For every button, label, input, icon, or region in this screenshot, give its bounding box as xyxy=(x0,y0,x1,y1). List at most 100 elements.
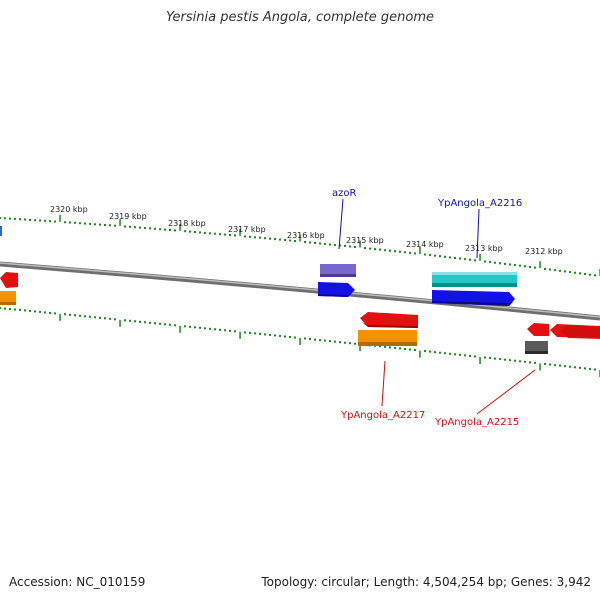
feature-a2217-red-arrow[interactable] xyxy=(360,312,418,328)
minor-tick xyxy=(29,218,31,221)
minor-tick xyxy=(549,268,551,271)
major-tick xyxy=(119,319,121,327)
minor-tick xyxy=(199,231,201,234)
minor-tick xyxy=(289,239,291,242)
minor-tick xyxy=(559,269,561,272)
feature-a2217-red-arrow-shade xyxy=(362,322,418,328)
minor-tick xyxy=(509,359,511,362)
minor-tick xyxy=(209,232,211,235)
major-tick xyxy=(479,253,481,261)
minor-tick xyxy=(304,337,306,340)
minor-tick xyxy=(19,308,21,311)
feature-a2215-gray[interactable] xyxy=(525,341,548,354)
minor-tick xyxy=(154,227,156,230)
minor-tick xyxy=(184,325,186,328)
minor-tick xyxy=(249,235,251,238)
minor-tick xyxy=(564,270,566,273)
minor-tick xyxy=(129,225,131,228)
minor-tick xyxy=(274,334,276,337)
minor-tick xyxy=(39,219,41,222)
minor-tick xyxy=(429,350,431,353)
minor-tick xyxy=(469,354,471,357)
minor-tick xyxy=(454,257,456,259)
feature-red-left-edge[interactable] xyxy=(0,272,18,288)
minor-tick xyxy=(139,320,141,323)
a2216-label[interactable]: YpAngola_A2216 xyxy=(437,198,522,209)
lower-tick-track xyxy=(0,307,600,377)
minor-tick xyxy=(149,321,151,324)
tick-label: 2319 kbp xyxy=(109,212,147,221)
minor-tick xyxy=(269,333,271,336)
minor-tick xyxy=(394,346,396,349)
minor-tick xyxy=(354,342,356,345)
minor-tick xyxy=(24,218,26,221)
tick-label: 2316 kbp xyxy=(287,231,325,240)
minor-tick xyxy=(434,351,436,354)
feature-azoR-lavender[interactable] xyxy=(320,264,356,277)
minor-tick xyxy=(159,322,161,325)
minor-tick xyxy=(94,223,96,226)
minor-tick xyxy=(329,340,331,343)
a2215-label[interactable]: YpAngola_A2215 xyxy=(434,417,519,428)
feature-orange-left-edge[interactable] xyxy=(0,291,16,305)
minor-tick xyxy=(214,232,216,235)
minor-tick xyxy=(254,236,256,239)
minor-tick xyxy=(269,237,271,240)
feature-red-small-arrow[interactable] xyxy=(527,323,549,336)
minor-tick xyxy=(244,331,246,334)
minor-tick xyxy=(524,265,526,268)
major-tick xyxy=(419,350,421,358)
minor-tick xyxy=(324,339,326,342)
minor-tick xyxy=(444,352,446,355)
minor-tick xyxy=(584,273,586,275)
minor-tick xyxy=(54,220,56,223)
minor-tick xyxy=(439,255,441,258)
tick-label: 2312 kbp xyxy=(525,247,563,256)
feature-azoR-arrow-shade xyxy=(318,292,353,297)
a2216-callout-line xyxy=(476,208,480,259)
minor-tick xyxy=(229,329,231,332)
tick-label: 2318 kbp xyxy=(168,219,206,228)
a2217-label[interactable]: YpAngola_A2217 xyxy=(340,410,425,421)
azoR-label[interactable]: azoR xyxy=(332,188,356,199)
minor-tick xyxy=(44,219,46,222)
minor-tick xyxy=(249,331,251,334)
feature-azoR-arrow[interactable] xyxy=(318,282,355,297)
minor-tick xyxy=(519,264,521,267)
minor-tick xyxy=(499,262,501,265)
feature-a2216-cyan-highlight xyxy=(432,272,517,275)
minor-tick xyxy=(284,335,286,338)
minor-tick xyxy=(264,237,266,240)
feature-orange-left-edge-shade xyxy=(0,302,16,305)
feature-red-right-arrow-2[interactable] xyxy=(561,325,600,339)
minor-tick xyxy=(4,217,6,220)
minor-tick xyxy=(349,342,351,345)
minor-tick xyxy=(154,322,156,325)
feature-blue-edge[interactable] xyxy=(0,226,2,236)
minor-tick xyxy=(514,359,516,362)
feature-a2217-orange[interactable] xyxy=(358,330,417,345)
minor-tick xyxy=(344,245,346,247)
minor-tick xyxy=(474,259,476,262)
minor-tick xyxy=(494,357,496,360)
minor-tick xyxy=(79,222,81,225)
minor-tick xyxy=(99,223,101,226)
minor-tick xyxy=(449,352,451,355)
minor-tick xyxy=(404,348,406,350)
minor-tick xyxy=(109,224,111,227)
minor-tick xyxy=(324,243,326,245)
minor-tick xyxy=(219,328,221,331)
minor-tick xyxy=(554,269,556,272)
minor-tick xyxy=(294,336,296,339)
minor-tick xyxy=(484,356,486,359)
minor-tick xyxy=(414,349,416,351)
minor-tick xyxy=(4,307,6,310)
feature-a2216-cyan[interactable] xyxy=(432,272,517,286)
minor-tick xyxy=(124,225,126,228)
minor-tick xyxy=(199,326,201,329)
minor-tick xyxy=(24,309,26,312)
minor-tick xyxy=(189,230,191,233)
minor-tick xyxy=(389,346,391,349)
minor-tick xyxy=(159,228,161,231)
minor-tick xyxy=(189,325,191,328)
